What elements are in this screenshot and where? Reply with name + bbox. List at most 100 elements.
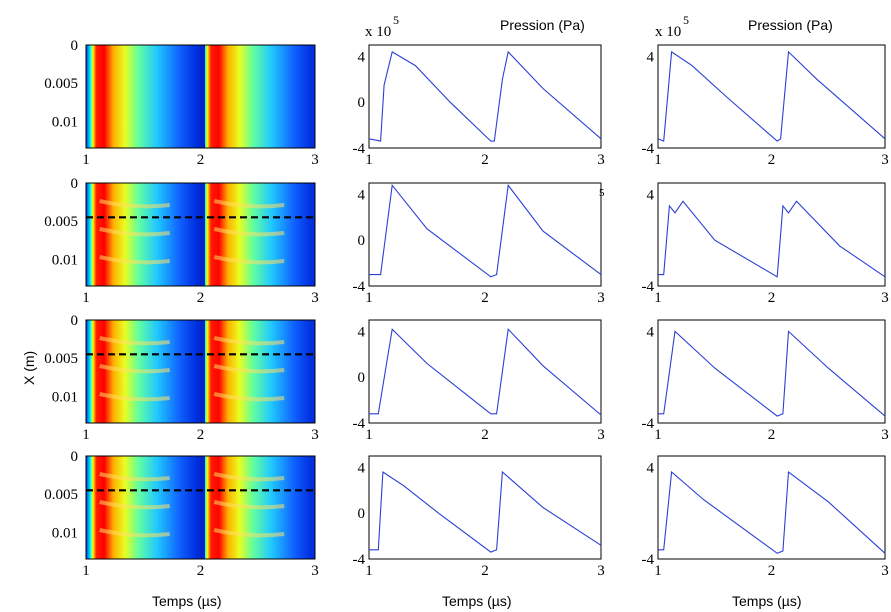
pressure-ytick: 4 bbox=[358, 324, 366, 340]
pressure-panel-frame bbox=[657, 319, 886, 424]
pressure-xtick: 1 bbox=[654, 290, 662, 306]
heatmap-streak bbox=[99, 528, 170, 538]
ylabel-x-m: X (m) bbox=[21, 351, 37, 385]
pressure-series-line bbox=[369, 183, 602, 278]
heatmap-frame bbox=[85, 319, 316, 424]
pressure-xtick: 2 bbox=[768, 290, 776, 306]
pressure-series-line bbox=[658, 200, 886, 278]
heatmap-streak bbox=[213, 392, 285, 402]
heatmap-streak bbox=[213, 500, 285, 510]
pressure-panel-frame bbox=[368, 182, 602, 287]
heatmap-xtick: 1 bbox=[82, 152, 90, 168]
pressure-ytick: 0 bbox=[358, 506, 366, 522]
heatmap-ytick: 0 bbox=[71, 449, 79, 465]
heatmap-ytick: 0 bbox=[71, 176, 79, 192]
heatmap-streak bbox=[99, 392, 170, 402]
pressure-xtick: 3 bbox=[597, 427, 605, 443]
pressure-ytick: 4 bbox=[647, 460, 655, 476]
heatmap-xtick: 2 bbox=[197, 152, 205, 168]
heatmap-streak bbox=[99, 364, 170, 374]
heatmap-xtick: 2 bbox=[197, 563, 205, 579]
heatmap-streak bbox=[99, 255, 170, 265]
col3-title: Pression (Pa) bbox=[748, 17, 833, 33]
col3-exponent: 5 bbox=[683, 13, 689, 27]
pressure-panel-frame bbox=[368, 455, 602, 560]
heatmap-xtick: 1 bbox=[82, 563, 90, 579]
pressure-panel-frame bbox=[657, 182, 886, 287]
pressure-xtick: 1 bbox=[365, 427, 373, 443]
stray-exponent: 5 bbox=[599, 187, 605, 199]
heatmap-ytick: 0.01 bbox=[52, 389, 78, 405]
pressure-panel-frame bbox=[657, 44, 886, 149]
heatmap-frame bbox=[85, 182, 316, 287]
pressure-xtick: 3 bbox=[597, 152, 605, 168]
heatmap-xtick: 3 bbox=[311, 152, 319, 168]
pressure-xtick: 3 bbox=[597, 290, 605, 306]
heatmap-streak bbox=[99, 472, 170, 482]
heatmap-ytick: 0 bbox=[71, 38, 79, 54]
pressure-xtick: 1 bbox=[654, 152, 662, 168]
heatmap-ytick: 0.01 bbox=[52, 525, 78, 541]
pressure-xtick: 1 bbox=[365, 152, 373, 168]
pressure-panel-frame bbox=[368, 319, 602, 424]
pressure-ytick: -4 bbox=[642, 416, 655, 432]
pressure-xtick: 1 bbox=[654, 427, 662, 443]
pressure-ytick: -4 bbox=[353, 416, 366, 432]
pressure-xtick: 2 bbox=[768, 563, 776, 579]
pressure-ytick: -4 bbox=[353, 141, 366, 157]
heatmap-frame bbox=[85, 455, 316, 560]
pressure-ytick: -4 bbox=[642, 552, 655, 568]
pressure-series-line bbox=[658, 470, 886, 554]
pressure-xtick: 2 bbox=[481, 290, 489, 306]
pressure-xtick: 3 bbox=[881, 427, 889, 443]
pressure-ytick: 4 bbox=[647, 49, 655, 65]
pressure-ytick: -4 bbox=[642, 141, 655, 157]
heatmap-ytick: 0.01 bbox=[52, 252, 78, 268]
pressure-series-line bbox=[657, 50, 886, 142]
heatmap-xtick: 2 bbox=[197, 427, 205, 443]
heatmap-streak bbox=[213, 364, 285, 374]
col2-exponent: 5 bbox=[393, 13, 399, 27]
pressure-xtick: 2 bbox=[481, 427, 489, 443]
pressure-xtick: 1 bbox=[654, 563, 662, 579]
heatmap-streak bbox=[213, 227, 285, 237]
xlabel-col1: Temps (µs) bbox=[152, 593, 222, 609]
heatmap-streak bbox=[213, 336, 285, 346]
heatmap-xtick: 3 bbox=[311, 290, 319, 306]
pressure-xtick: 1 bbox=[365, 290, 373, 306]
pressure-ytick: 4 bbox=[647, 187, 655, 203]
pressure-xtick: 3 bbox=[881, 563, 889, 579]
heatmap-streak bbox=[213, 199, 285, 209]
xlabel-col3: Temps (µs) bbox=[732, 593, 802, 609]
heatmap-xtick: 2 bbox=[197, 290, 205, 306]
pressure-panel-frame bbox=[368, 44, 602, 149]
pressure-ytick: 4 bbox=[647, 324, 655, 340]
heatmap-frame bbox=[85, 44, 316, 149]
heatmap-ytick: 0.005 bbox=[44, 76, 78, 92]
heatmap-xtick: 1 bbox=[82, 290, 90, 306]
pressure-series-line bbox=[658, 330, 886, 417]
heatmap-xtick: 3 bbox=[311, 563, 319, 579]
heatmap-ytick: 0.005 bbox=[44, 351, 78, 367]
pressure-ytick: 0 bbox=[358, 370, 366, 386]
pressure-series-line bbox=[369, 470, 602, 553]
pressure-xtick: 1 bbox=[365, 563, 373, 579]
heatmap-streak bbox=[213, 255, 285, 265]
pressure-xtick: 2 bbox=[481, 563, 489, 579]
pressure-xtick: 2 bbox=[481, 152, 489, 168]
pressure-series-line bbox=[369, 327, 602, 416]
pressure-panel-frame bbox=[657, 455, 886, 560]
heatmap-streak bbox=[213, 472, 285, 482]
pressure-ytick: 4 bbox=[358, 460, 366, 476]
pressure-ytick: -4 bbox=[353, 552, 366, 568]
xlabel-col2: Temps (µs) bbox=[442, 593, 512, 609]
heatmap-streak bbox=[99, 500, 170, 510]
heatmap-streak bbox=[213, 528, 285, 538]
pressure-xtick: 3 bbox=[881, 152, 889, 168]
col3-multiplier: x 10 bbox=[655, 24, 681, 40]
heatmap-ytick: 0 bbox=[71, 313, 79, 329]
pressure-xtick: 2 bbox=[768, 427, 776, 443]
col2-title: Pression (Pa) bbox=[500, 17, 585, 33]
heatmap-streak bbox=[99, 227, 170, 237]
pressure-ytick: -4 bbox=[642, 279, 655, 295]
